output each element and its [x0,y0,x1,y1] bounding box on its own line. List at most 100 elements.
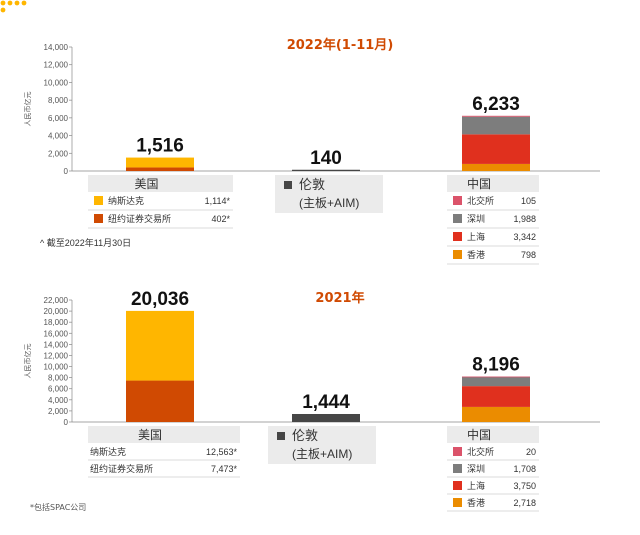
bar-segment [462,376,530,378]
deco-dot-icon [0,7,6,13]
legend-swatch [453,447,462,456]
legend-item-value: 1,708 [513,464,536,474]
legend-item-name: 北交所 [467,446,494,458]
y-tick-label: 8,000 [48,374,69,383]
bar-segment [462,116,530,135]
group-label: 伦敦 [299,177,325,193]
legend-item-value: 1,988 [513,214,536,224]
bar-total-label: 8,196 [472,355,520,376]
date-note: ^ 截至2022年11月30日 [40,237,131,248]
group-label: 美国 [138,428,162,442]
group-sublabel: (主板+AIM) [299,196,359,210]
deco-dot-icon [0,0,6,6]
legend-item-name: 香港 [467,497,485,509]
y-tick-label: 8,000 [48,96,69,105]
y-axis-label: 人民币亿元 [23,92,32,127]
legend-header-bg [88,175,233,192]
bar-segment [126,157,194,168]
bar-segment [292,169,360,171]
bar-segment [462,406,530,422]
y-tick-label: 10,000 [44,363,69,372]
bar-segment [126,310,194,381]
bar-total-label: 6,233 [472,94,520,115]
legend-item-value: 2,718 [513,498,536,508]
legend-item-name: 深圳 [467,214,485,225]
y-tick-label: 2,000 [48,149,69,158]
panel-2021: 2021年 0 2,000 4,000 6,000 8,000 10,000 12,000 14… [23,289,600,512]
legend-swatch [94,214,103,223]
bar-segment [462,134,530,164]
bar-segment [462,163,530,171]
y-tick-label: 0 [64,167,69,176]
legend-item-value: 7,473* [211,464,238,474]
legend-header-bg [447,175,539,192]
y-tick-label: 14,000 [44,340,69,349]
legend-item-name: 香港 [467,249,485,261]
group-label: 中国 [467,427,491,442]
bar-segment [292,413,360,422]
y-tick-label: 4,000 [48,132,69,141]
y-tick-label: 10,000 [44,78,69,87]
group-label: 美国 [134,177,158,191]
bar-total-label: 1,516 [136,136,184,157]
legend-item-value: 3,750 [513,481,536,491]
legend-item-name: 上海 [467,480,485,492]
legend-box-bg [275,175,383,213]
legend-item-name: 北交所 [467,195,494,207]
y-tick-label: 12,000 [44,351,69,360]
y-tick-label: 4,000 [48,396,69,405]
legend-item-name: 上海 [467,231,485,243]
bar-segment [462,386,530,407]
y-tick-label: 16,000 [44,329,69,338]
y-tick-label: 6,000 [48,114,69,123]
legend-box-bg [268,426,376,464]
bar-total-label: 20,036 [131,289,189,310]
legend-item-name: 纳斯达克 [108,195,144,207]
y-tick-label: 2,000 [48,407,69,416]
deco-dot-icon [14,0,20,6]
legend-swatch [453,481,462,490]
bar-segment [462,115,530,117]
legend-swatch [453,232,462,241]
chart-title: 2021年 [315,290,364,306]
legend-item-value: 12,563* [206,447,238,457]
legend-swatch [94,196,103,205]
legend-item-value: 798 [521,250,536,260]
bar-total-label: 140 [310,148,342,169]
y-tick-label: 6,000 [48,385,69,394]
legend-swatch [284,181,292,189]
legend-item-value: 3,342 [513,232,536,242]
legend-swatch [453,196,462,205]
y-tick-label: 12,000 [44,61,69,70]
y-tick-label: 22,000 [44,296,69,305]
legend-header-bg [447,426,539,443]
legend-item-name: 深圳 [467,464,485,475]
legend-item-value: 1,114* [205,196,231,206]
bar-segment [462,376,530,387]
legend-swatch [453,250,462,259]
bar-total-label: 1,444 [302,392,350,413]
panel-2022: 2022年(1-11月) 0 2,000 4,000 6,000 8,000 10,000 1… [23,37,600,265]
legend-item-value: 402* [211,214,230,224]
y-tick-label: 14,000 [44,43,69,52]
bar-segment [126,167,194,171]
y-tick-label: 20,000 [44,307,69,316]
footnote: *包括SPAC公司 [30,502,86,512]
legend-item-name: 纳斯达克 [90,446,126,458]
legend-swatch [453,214,462,223]
group-sublabel: (主板+AIM) [292,447,352,461]
group-label: 中国 [467,176,491,191]
y-tick-label: 0 [64,418,69,427]
legend-item-name: 纽约证券交易所 [90,463,153,475]
deco-dot-icon [21,0,27,6]
legend-header-bg [88,426,240,443]
y-tick-label: 18,000 [44,318,69,327]
legend-item-value: 105 [521,196,536,206]
legend-swatch [277,432,285,440]
chart-title: 2022年(1-11月) [287,37,394,53]
bar-segment [126,380,194,422]
legend-item-name: 纽约证券交易所 [108,213,171,225]
legend-swatch [453,464,462,473]
legend-item-value: 20 [526,447,536,457]
